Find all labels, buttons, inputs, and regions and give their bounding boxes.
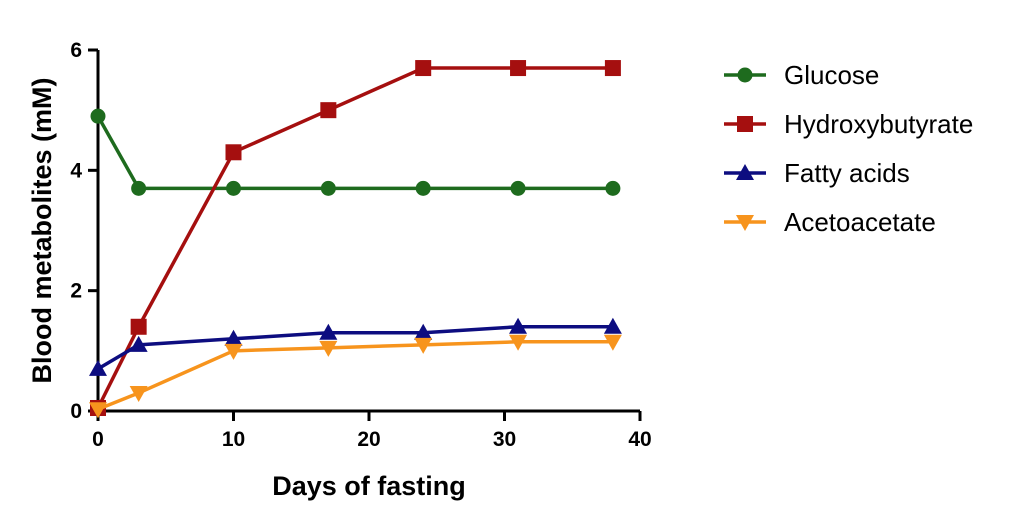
y-tick-label: 2 [70,280,82,303]
data-point-glucose [510,180,526,196]
data-point-hydroxybutyrate [225,144,242,161]
legend-marker [737,116,753,132]
y-tick-label: 0 [70,400,82,423]
legend-item-hydroxybutyrate: Hydroxybutyrate [724,109,973,139]
data-point-fatty-acids [129,335,148,352]
series-fatty-acids [89,317,622,376]
data-point-glucose [415,180,431,196]
data-point-hydroxybutyrate [510,60,527,77]
data-point-fatty-acids [509,317,528,334]
legend-item-acetoacetate: Acetoacetate [724,207,936,237]
data-point-fatty-acids [224,329,243,346]
legend-label: Fatty acids [784,158,910,188]
legend-item-fatty-acids: Fatty acids [724,158,910,188]
data-point-fatty-acids [414,323,433,340]
data-point-acetoacetate [224,343,243,360]
series-line-hydroxybutyrate [96,66,613,409]
series-hydroxybutyrate [90,60,621,416]
y-axis-title: Blood metabolites (mM) [27,77,57,383]
series-layer [89,60,622,419]
data-point-fatty-acids [89,359,107,376]
data-point-hydroxybutyrate [320,102,337,119]
axes: 0 2 4 6 0 10 20 30 40 Days of fasting Blood metabo… [27,39,652,501]
data-point-glucose [320,180,336,196]
x-axis-title: Days of fasting [272,471,466,501]
x-tick-label: 20 [357,428,380,451]
legend-marker [736,215,754,231]
x-tick-label: 40 [628,428,651,451]
data-point-glucose [131,180,147,196]
y-tick-label: 4 [70,159,82,182]
legend-marker [736,164,754,180]
series-line-acetoacetate [97,340,613,411]
data-point-glucose [90,108,106,124]
axis-lines [96,50,640,413]
legend: Glucose Hydroxybutyrate Fatty acids Acetoac… [724,60,973,237]
data-point-fatty-acids [319,323,338,340]
data-point-acetoacetate [414,337,433,354]
series-acetoacetate [89,334,622,419]
data-point-hydroxybutyrate [130,318,147,335]
data-point-fatty-acids [603,317,622,334]
legend-item-glucose: Glucose [724,60,879,90]
x-tick-label: 0 [92,428,104,451]
x-tick-label: 30 [493,428,516,451]
data-point-acetoacetate [319,340,338,357]
data-point-acetoacetate [603,334,622,351]
series-glucose [90,108,621,196]
legend-label: Glucose [784,60,879,90]
y-tick-label: 6 [70,39,82,62]
legend-label: Hydroxybutyrate [784,109,973,139]
data-point-acetoacetate [89,402,107,419]
data-point-acetoacetate [129,385,148,402]
data-point-glucose [226,180,241,196]
series-line-glucose [96,115,613,191]
data-point-hydroxybutyrate [415,60,432,77]
legend-marker [737,67,753,83]
x-tick-label: 10 [222,428,245,451]
legend-label: Acetoacetate [784,207,936,237]
data-point-hydroxybutyrate [604,60,621,77]
data-point-glucose [605,180,621,196]
data-point-acetoacetate [509,334,528,351]
